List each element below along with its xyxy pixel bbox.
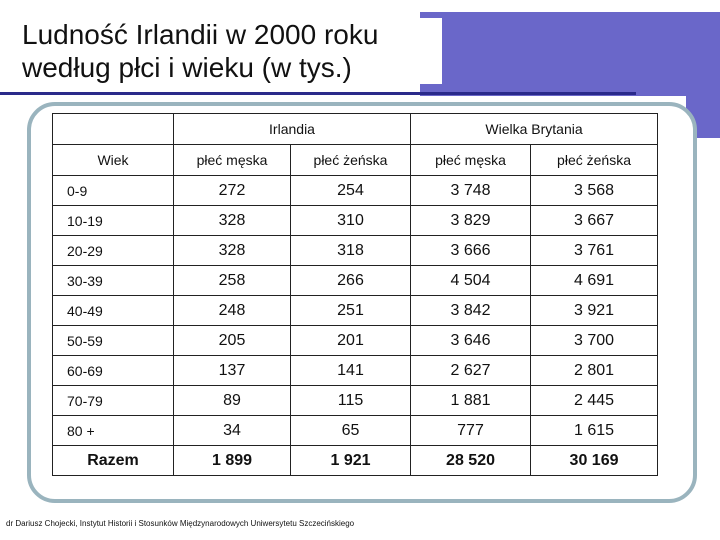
ie-male-cell: 328: [173, 235, 291, 266]
column-header-row: Wiek płeć męska płeć żeńska płeć męska p…: [52, 144, 659, 176]
column-header-gb-male: płeć męska: [410, 144, 532, 176]
gb-female-cell: 3 667: [530, 205, 659, 236]
gb-female-cell: 1 615: [530, 415, 659, 446]
column-header-ie-female: płeć żeńska: [289, 144, 412, 176]
table-row: 20-29 328 318 3 666 3 761: [52, 235, 659, 266]
group-header-great-britain: Wielka Brytania: [410, 113, 659, 145]
table-row: 30-39 258 266 4 504 4 691: [52, 265, 659, 296]
total-gb-female-cell: 30 169: [530, 445, 659, 476]
total-age-cell: Razem: [52, 445, 174, 476]
table-body: Irlandia Wielka Brytania Wiek płeć męska…: [52, 113, 659, 476]
gb-female-cell: 3 921: [530, 295, 659, 326]
gb-female-cell: 2 801: [530, 355, 659, 386]
column-header-age: Wiek: [52, 144, 174, 176]
age-cell: 60-69: [52, 355, 174, 386]
gb-male-cell: 2 627: [410, 355, 532, 386]
age-cell: 10-19: [52, 205, 174, 236]
age-cell: 30-39: [52, 265, 174, 296]
ie-male-cell: 205: [173, 325, 291, 356]
ie-female-cell: 201: [289, 325, 412, 356]
table-row: 50-59 205 201 3 646 3 700: [52, 325, 659, 356]
ie-male-cell: 89: [173, 385, 291, 416]
gb-male-cell: 3 842: [410, 295, 532, 326]
ie-female-cell: 254: [289, 175, 412, 206]
gb-female-cell: 3 568: [530, 175, 659, 206]
gb-male-cell: 1 881: [410, 385, 532, 416]
ie-female-cell: 141: [289, 355, 412, 386]
ie-male-cell: 137: [173, 355, 291, 386]
table-row: 70-79 89 115 1 881 2 445: [52, 385, 659, 416]
title-accent-bar: [420, 12, 720, 96]
ie-female-cell: 65: [289, 415, 412, 446]
title-line-1: Ludność Irlandii w 2000 roku: [22, 19, 379, 50]
gb-female-cell: 3 700: [530, 325, 659, 356]
ie-female-cell: 310: [289, 205, 412, 236]
gb-male-cell: 3 666: [410, 235, 532, 266]
slide-title: Ludność Irlandii w 2000 roku według płci…: [22, 18, 442, 84]
gb-male-cell: 3 646: [410, 325, 532, 356]
ie-female-cell: 115: [289, 385, 412, 416]
gb-female-cell: 2 445: [530, 385, 659, 416]
gb-male-cell: 4 504: [410, 265, 532, 296]
age-cell: 40-49: [52, 295, 174, 326]
age-cell: 20-29: [52, 235, 174, 266]
total-ie-male-cell: 1 899: [173, 445, 291, 476]
table-row: 60-69 137 141 2 627 2 801: [52, 355, 659, 386]
title-underline: [0, 92, 636, 95]
gb-male-cell: 3 829: [410, 205, 532, 236]
total-ie-female-cell: 1 921: [289, 445, 412, 476]
table-row: 40-49 248 251 3 842 3 921: [52, 295, 659, 326]
column-header-ie-male: płeć męska: [173, 144, 291, 176]
group-header-empty: [52, 113, 174, 145]
gb-male-cell: 3 748: [410, 175, 532, 206]
age-cell: 0-9: [52, 175, 174, 206]
ie-female-cell: 266: [289, 265, 412, 296]
gb-male-cell: 777: [410, 415, 532, 446]
ie-female-cell: 318: [289, 235, 412, 266]
gb-female-cell: 4 691: [530, 265, 659, 296]
group-header-ireland: Irlandia: [172, 113, 412, 145]
table-row: 10-19 328 310 3 829 3 667: [52, 205, 659, 236]
ie-male-cell: 328: [173, 205, 291, 236]
ie-male-cell: 272: [173, 175, 291, 206]
gb-female-cell: 3 761: [530, 235, 659, 266]
column-header-gb-female: płeć żeńska: [530, 144, 659, 176]
table-row: 80 +34 65 777 1 615: [52, 415, 659, 446]
title-line-2: według płci i wieku (w tys.): [22, 52, 352, 83]
ie-male-cell: 34: [173, 415, 291, 446]
table-row: 0-9 272 254 3 748 3 568: [52, 175, 659, 206]
total-gb-male-cell: 28 520: [410, 445, 532, 476]
age-cell: 70-79: [52, 385, 174, 416]
ie-male-cell: 248: [173, 295, 291, 326]
slide-footer: dr Dariusz Chojecki, Instytut Historii i…: [6, 519, 355, 528]
age-cell: 80 +: [52, 415, 174, 446]
age-cell: 50-59: [52, 325, 174, 356]
ie-male-cell: 258: [173, 265, 291, 296]
group-header-row: Irlandia Wielka Brytania: [52, 113, 659, 145]
population-table: Irlandia Wielka Brytania Wiek płeć męska…: [52, 113, 659, 476]
total-row: Razem 1 899 1 921 28 520 30 169: [52, 445, 659, 476]
ie-female-cell: 251: [289, 295, 412, 326]
